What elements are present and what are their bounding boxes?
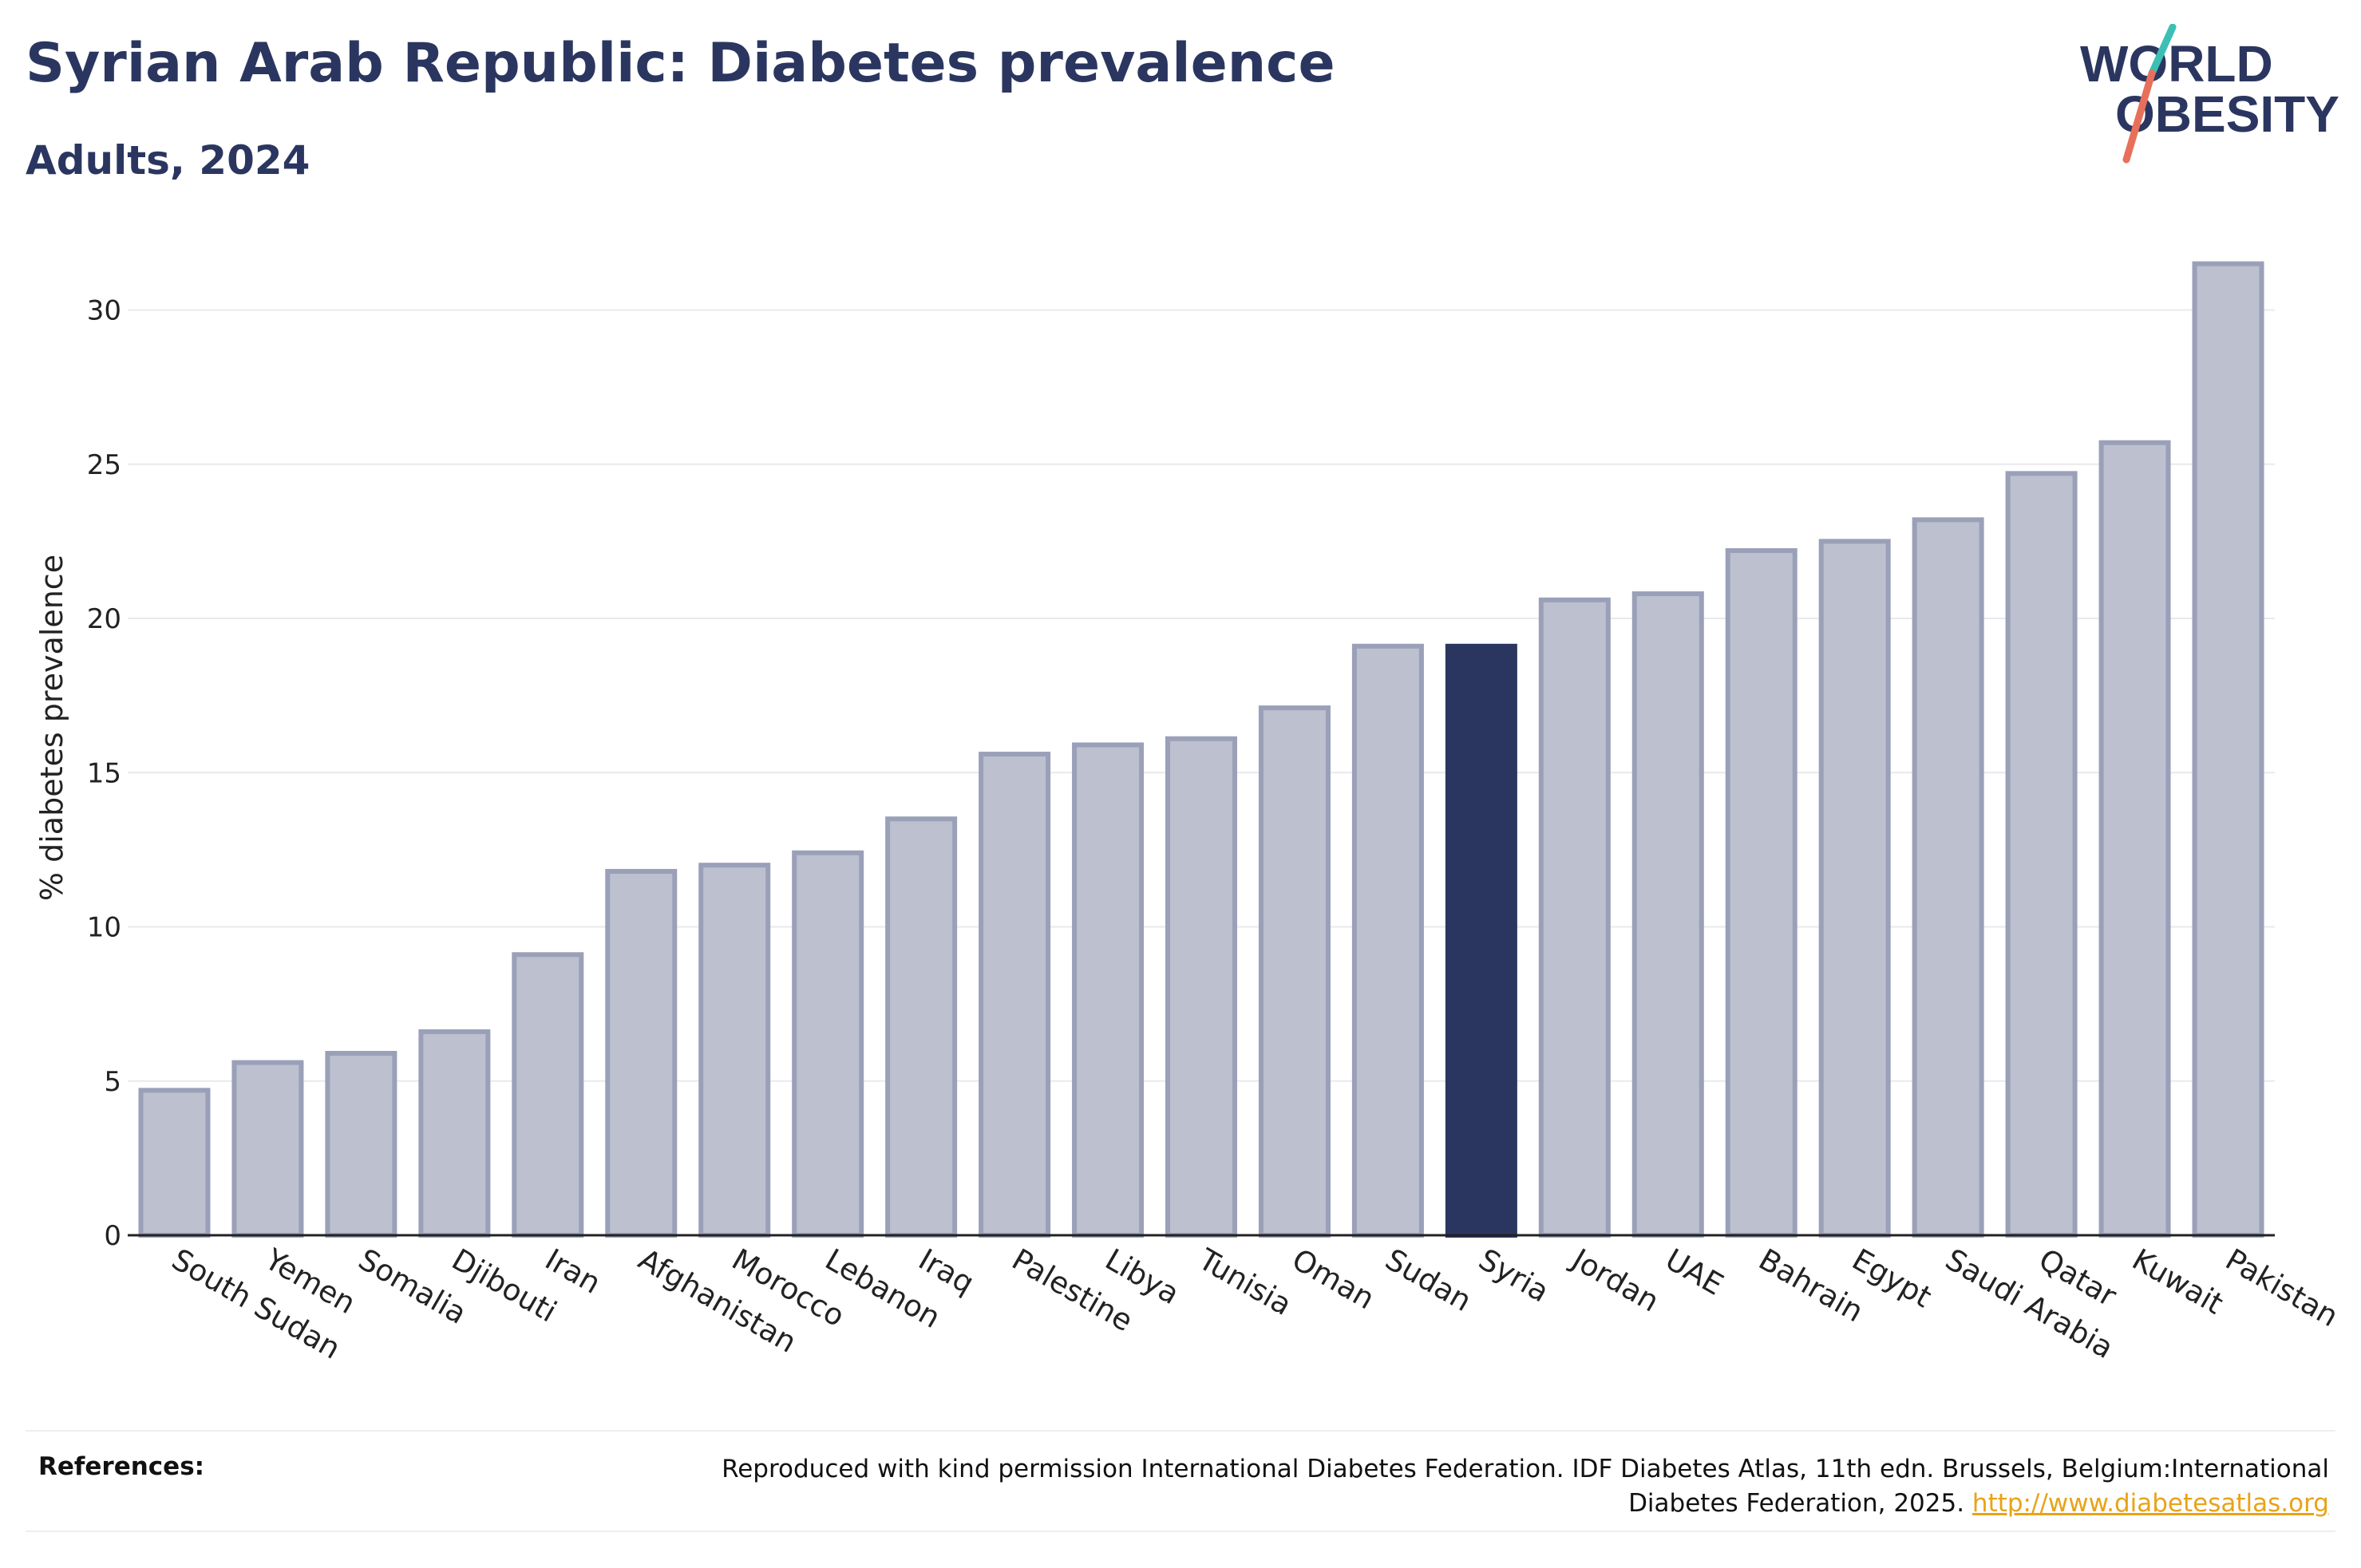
logo-text-obesity: OBESITY [2115,85,2339,143]
bar [979,752,1051,1238]
chart-subtitle: Adults, 2024 [26,137,310,184]
references-text-block: Reproduced with kind permission Internat… [613,1452,2329,1521]
bar [231,1060,304,1238]
references-panel: References: Reproduced with kind permiss… [26,1430,2335,1532]
bar [2192,261,2264,1238]
bar [2005,471,2078,1238]
x-tick-label: Sudan [1379,1242,1477,1319]
x-tick-label: Jordan [1565,1242,1665,1319]
bar [1072,742,1145,1238]
y-tick-label: 20 [87,603,121,635]
bar [698,863,771,1238]
y-tick-label: 10 [87,912,121,944]
bar [512,952,584,1238]
references-link[interactable]: http://www.diabetesatlas.org [1971,1489,2329,1518]
x-tick-label: Syria [1473,1242,1555,1309]
bar [138,1088,211,1238]
y-tick-label: 25 [87,449,121,481]
bar [1445,643,1517,1238]
bar [792,850,864,1238]
bar [1258,705,1331,1238]
x-tick-label: Pakistan [2220,1242,2344,1334]
y-tick-label: 15 [87,757,121,789]
x-tick-label: Bahrain [1753,1242,1869,1329]
y-tick-label: 30 [87,295,121,327]
bar [418,1029,491,1238]
bar [1912,517,1984,1238]
bar [605,868,678,1238]
x-tick-label: Somalia [353,1242,473,1331]
bar [1538,597,1611,1238]
logo-text-world: WORLD [2080,35,2273,93]
references-text: Reproduced with kind permission Internat… [722,1455,2329,1518]
logo-slash-bottom [2122,69,2156,164]
x-tick-label: UAE [1659,1242,1729,1302]
bar [1818,539,1891,1238]
x-tick-label: Kuwait [2126,1242,2229,1321]
bar [1351,643,1424,1238]
bar [1631,591,1704,1238]
chart-title: Syrian Arab Republic: Diabetes prevalenc… [26,32,1335,95]
bar [325,1050,397,1238]
y-tick-label: 0 [104,1220,121,1252]
y-axis-title: % diabetes prevalence [34,555,69,901]
bar [2098,440,2171,1238]
logo-slash-top [2148,24,2177,77]
y-tick-label: 5 [104,1066,121,1098]
bar [1165,736,1237,1238]
x-tick-label: Tunisia [1192,1242,1298,1322]
bar [885,816,958,1238]
references-label: References: [38,1452,205,1481]
world-obesity-logo: WORLD OBESITY [2080,24,2339,164]
bar [1725,547,1797,1238]
x-tick-label: Oman [1286,1242,1380,1317]
